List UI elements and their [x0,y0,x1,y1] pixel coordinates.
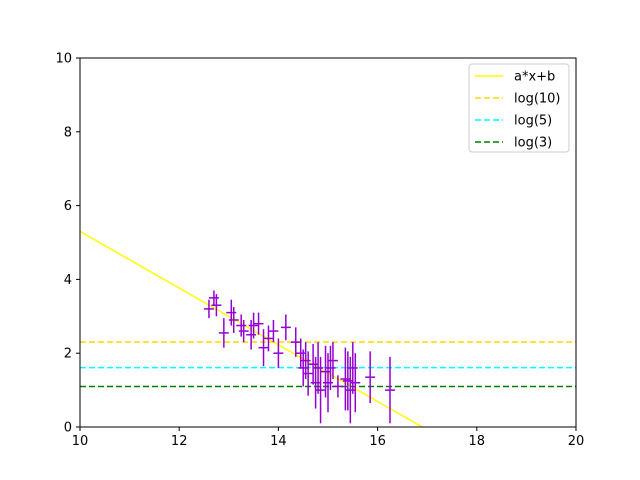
y-tick-label: 2 [64,347,72,362]
data-point [236,314,247,337]
data-point [290,327,301,357]
data-point [332,375,343,398]
data-point [313,342,324,394]
data-point [342,351,353,411]
data-point [365,351,376,404]
y-axis: 0 2 4 6 8 10 [55,52,80,436]
x-tick-label: 20 [568,434,585,449]
y-tick-label: 8 [64,125,72,140]
data-point [211,294,222,317]
x-axis: 10 12 14 16 18 20 [72,427,585,449]
data-point [273,338,284,368]
x-tick-label: 18 [469,434,486,449]
legend-box [468,63,570,153]
data-point [350,353,361,413]
legend-label: log(5) [514,114,552,129]
data-point [280,314,291,341]
data-point [208,290,219,306]
data-point [228,307,239,333]
x-tick-label: 10 [72,434,89,449]
data-point [315,356,326,424]
x-tick-label: 16 [369,434,386,449]
data-point [323,353,333,413]
data-point [238,319,249,343]
axes-frame [79,57,577,428]
x-tick-label: 12 [171,434,188,449]
data-point [308,343,319,385]
legend-label: log(3) [514,136,552,151]
data-point [248,312,259,339]
data-points [204,290,395,424]
data-point [328,342,338,380]
data-point [253,312,264,335]
data-point [325,345,336,391]
data-point [320,345,331,398]
y-tick-label: 0 [64,421,72,436]
data-point [218,318,229,348]
y-tick-label: 6 [64,199,72,214]
data-point [303,351,314,396]
y-tick-label: 10 [55,52,72,67]
data-point [347,342,358,394]
data-point [310,356,321,409]
legend: a*x+b log(10) log(5) log(3) [468,63,570,153]
data-point [258,329,269,367]
data-point [226,299,237,326]
legend-label: a*x+b [514,70,555,85]
data-point [263,325,274,352]
data-point [268,319,279,343]
y-tick-label: 4 [64,273,72,288]
data-point [298,349,309,387]
data-point [295,338,306,368]
data-point [385,356,395,424]
x-tick-label: 14 [270,434,287,449]
data-point [340,347,351,411]
data-point [204,299,214,319]
legend-label: log(10) [514,92,561,107]
